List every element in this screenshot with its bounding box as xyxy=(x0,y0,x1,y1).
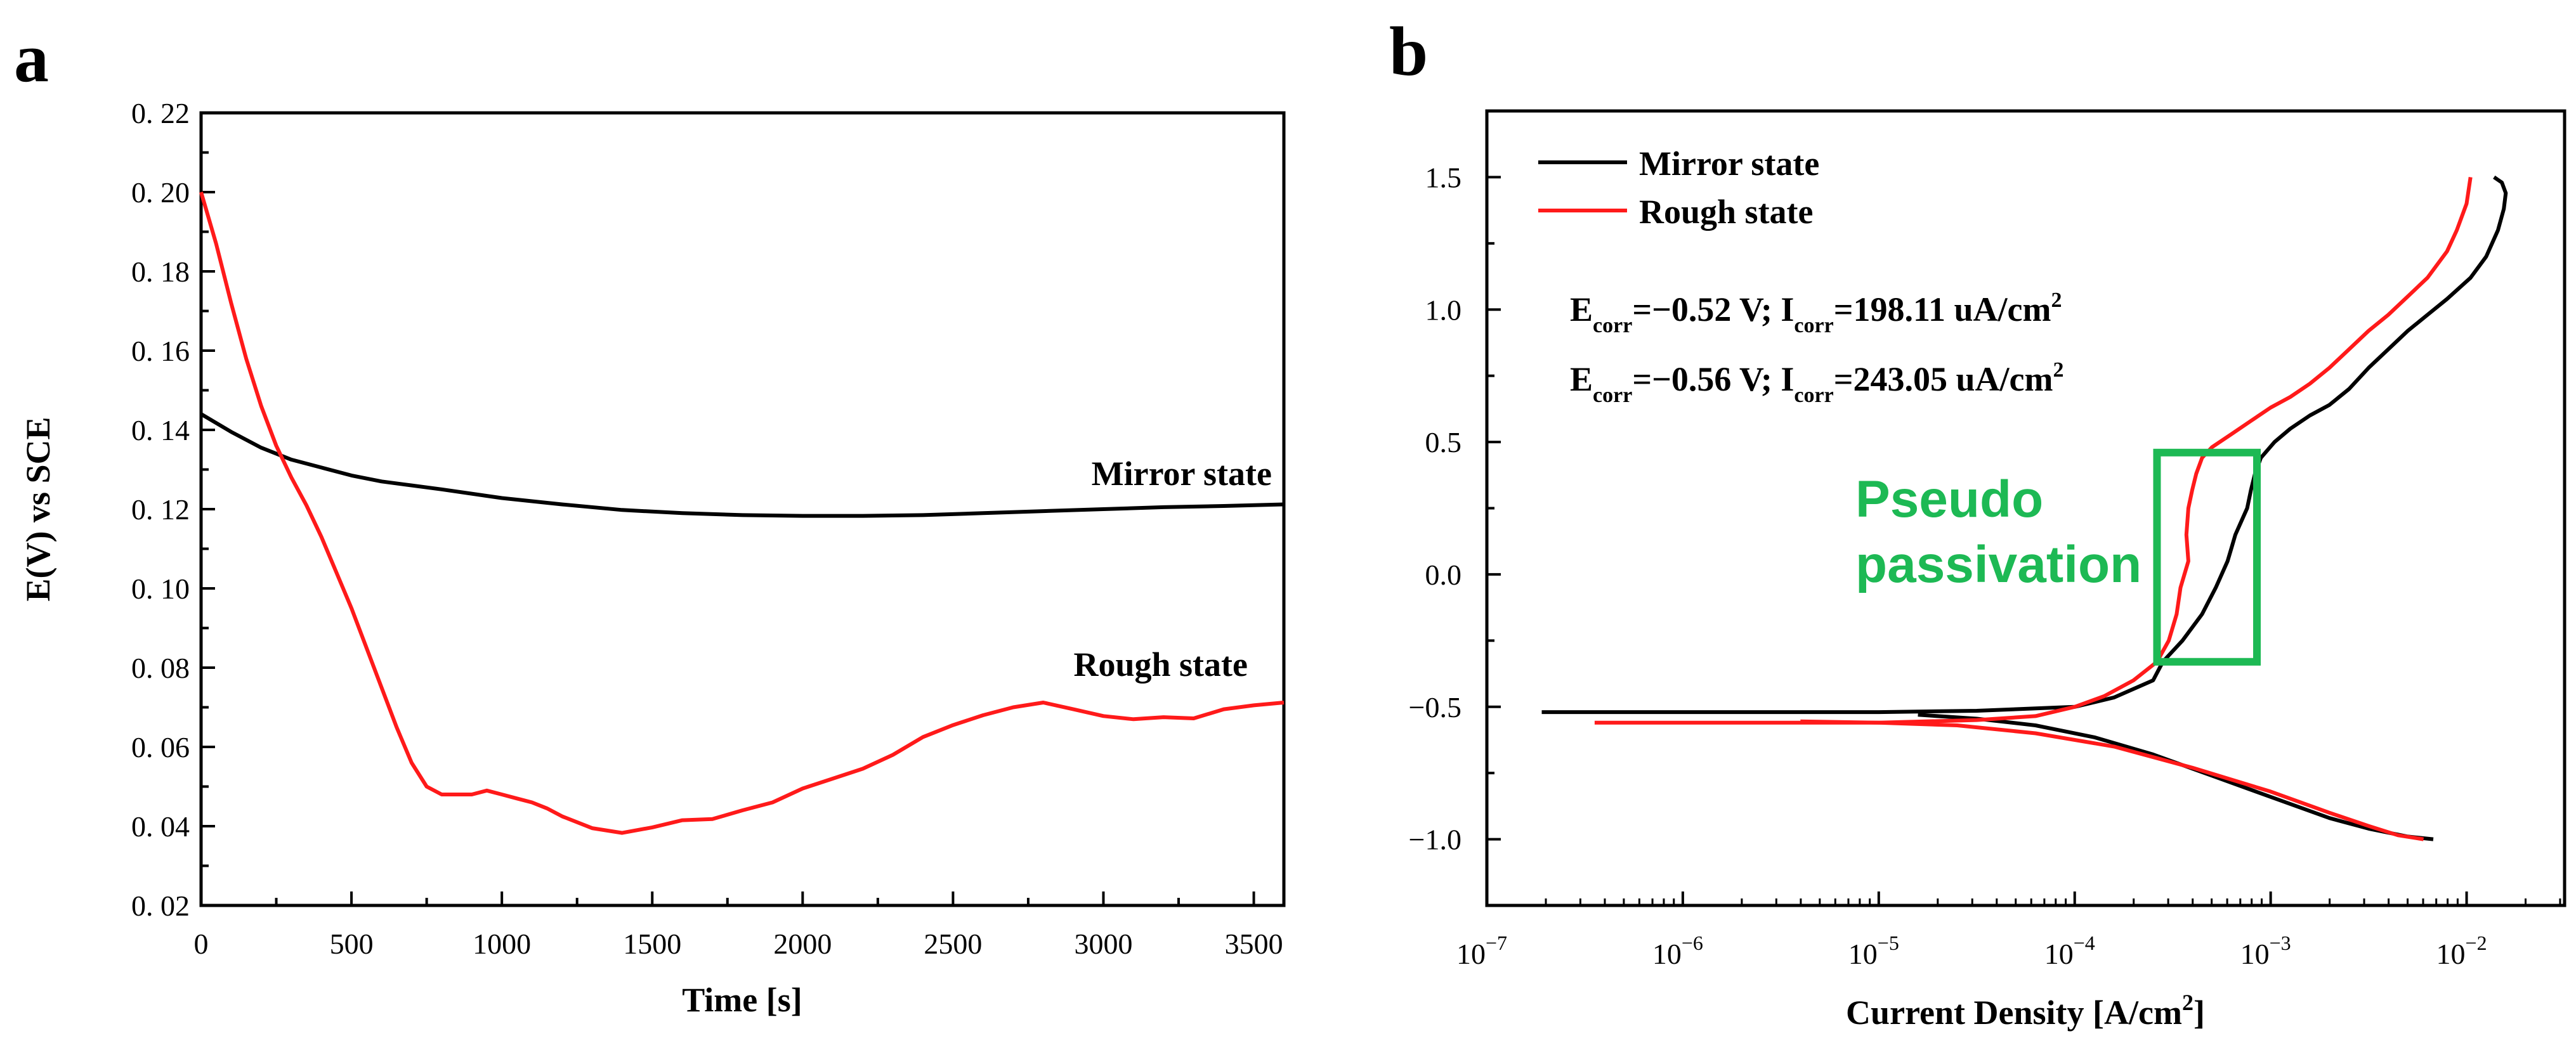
panel-b-y-tick-label: −0.5 xyxy=(1409,691,1461,723)
rough-state-anodic-branch xyxy=(1594,176,2473,725)
legend-rough-label: Rough state xyxy=(1639,193,1814,231)
pseudo-passivation-label-line1: Pseudo xyxy=(1855,470,2043,528)
pseudo-passivation-box xyxy=(2153,448,2261,666)
mirror-state-line xyxy=(200,412,1285,518)
panel-a-x-tick-label: 500 xyxy=(330,928,374,960)
panel-a-y-tick-label: 0. 12 xyxy=(131,493,190,526)
panel-a-y-tick-label: 0. 20 xyxy=(131,176,190,209)
panel-a-x-axis-title: Time [s] xyxy=(682,981,802,1019)
panel-b-y-tick-label: −1.0 xyxy=(1409,824,1461,856)
legend-mirror-label: Mirror state xyxy=(1639,145,1819,183)
panel-b-legend: Mirror state Rough state xyxy=(1538,145,1819,231)
panel-b-x-axis-title: Current Density [A/cm2] xyxy=(1846,990,2205,1032)
panel-b-chart: b 10−7 10−6 10−5 10−4 10−3 10−2 −1.0 −0.5 0.0 0.5… xyxy=(1389,13,2566,1032)
panel-a-chart: a 0 500 1000 1500 2000 2500 3000 3500 0. 02 0. 04… xyxy=(14,19,1286,1019)
panel-b-x-tick-label: 10−4 xyxy=(2044,931,2095,970)
panel-a-series xyxy=(199,191,1285,835)
pseudo-passivation-label-line2: passivation xyxy=(1855,536,2141,593)
panel-a-y-tick-label: 0. 10 xyxy=(131,573,190,605)
panel-a-x-tick-label: 3000 xyxy=(1075,928,1133,960)
panel-a-y-tick-label: 0. 04 xyxy=(131,810,190,843)
panel-a-y-tick-label: 0. 16 xyxy=(131,335,190,367)
panel-a-y-tick-label: 0. 14 xyxy=(131,414,190,446)
panel-a-x-tick-label: 1500 xyxy=(623,928,681,960)
panel-a-y-tick-label: 0. 08 xyxy=(131,652,190,684)
panel-b-x-tick-label: 10−7 xyxy=(1456,931,1507,970)
panel-a-y-axis-title: E(V) vs SCE xyxy=(19,417,57,601)
rough-ecorr-icorr-annotation: Ecorr=−0.56 V; Icorr=243.05 uA/cm2 xyxy=(1570,358,2063,407)
rough-state-cathodic-branch xyxy=(1800,719,2424,841)
panel-b-x-tick-label: 10−6 xyxy=(1652,931,1703,970)
panel-a-y-tick-label: 0. 02 xyxy=(131,890,190,922)
panel-b-y-tick-label: 1.0 xyxy=(1425,294,1462,326)
panel-a-y-tick-label: 0. 06 xyxy=(131,731,190,763)
panel-b-x-tick-label: 10−5 xyxy=(1848,931,1899,970)
panel-b-x-tick-label: 10−3 xyxy=(2240,931,2291,970)
rough-state-line xyxy=(199,191,1285,835)
panel-b-y-tick-label: 1.5 xyxy=(1425,161,1462,193)
panel-a-x-tick-label: 2500 xyxy=(924,928,982,960)
panel-a-x-tick-label: 0 xyxy=(194,928,209,960)
panel-a-y-tick-label: 0. 18 xyxy=(131,256,190,288)
mirror-state-label: Mirror state xyxy=(1092,455,1272,493)
panel-b-y-tick-label: 0.5 xyxy=(1425,426,1462,458)
panel-a-x-tick-label: 3500 xyxy=(1225,928,1283,960)
rough-state-label: Rough state xyxy=(1073,645,1248,684)
panel-a-x-tick-label: 1000 xyxy=(473,928,531,960)
panel-a-letter: a xyxy=(14,19,49,96)
panel-a-x-tick-label: 2000 xyxy=(773,928,832,960)
panel-b-x-tick-label: 10−2 xyxy=(2436,931,2487,970)
panel-b-axes: 10−7 10−6 10−5 10−4 10−3 10−2 −1.0 −0.5 0.0 0.5 1.… xyxy=(1409,161,2561,970)
panel-a-y-tick-label: 0. 22 xyxy=(131,97,190,129)
mirror-state-anodic-branch xyxy=(1541,175,2508,715)
panel-b-letter: b xyxy=(1389,13,1428,90)
mirror-ecorr-icorr-annotation: Ecorr=−0.52 V; Icorr=198.11 uA/cm2 xyxy=(1570,288,2062,337)
panel-a-axes: 0 500 1000 1500 2000 2500 3000 3500 0. 02 0. 04 0.… xyxy=(131,97,1283,960)
panel-b-y-tick-label: 0.0 xyxy=(1425,559,1462,591)
